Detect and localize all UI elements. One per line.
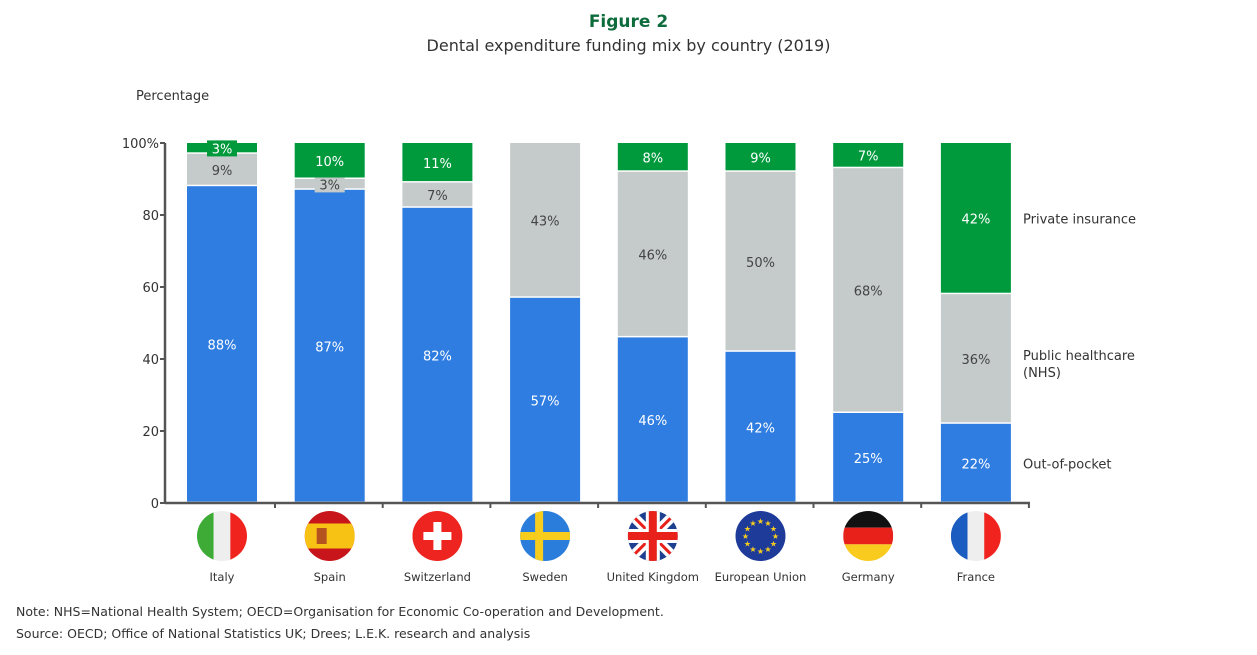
- data-label: 43%: [531, 214, 560, 229]
- bar-segment: [510, 297, 581, 502]
- svg-text:★: ★: [764, 519, 771, 528]
- svg-text:★: ★: [770, 540, 777, 549]
- y-tick-label: 20: [142, 425, 159, 440]
- bar-segment: [833, 143, 904, 167]
- chart-subtitle: Dental expenditure funding mix by countr…: [426, 36, 831, 55]
- data-label: 3%: [319, 178, 340, 193]
- svg-text:★: ★: [749, 519, 756, 528]
- bar-segment: [402, 143, 473, 182]
- bar-segment: [187, 153, 257, 185]
- data-label: 87%: [315, 340, 344, 355]
- data-label: 36%: [961, 353, 990, 368]
- bar-segment: [294, 189, 365, 502]
- data-label: 25%: [854, 452, 883, 467]
- svg-text:★: ★: [770, 525, 777, 534]
- data-label: 8%: [642, 151, 663, 166]
- data-label: 50%: [746, 256, 775, 271]
- data-label: 22%: [961, 457, 990, 472]
- spain-flag-icon: [304, 511, 355, 561]
- bar-segment: [402, 207, 473, 502]
- bar-segment: [725, 171, 796, 351]
- data-label: 57%: [531, 394, 560, 409]
- legend-label: (NHS): [1023, 366, 1061, 381]
- category-label: Switzerland: [404, 570, 471, 584]
- data-label: 7%: [427, 189, 448, 204]
- european-union-flag-icon: ★★★★★★★★★ ★ ★★: [735, 511, 786, 561]
- italy-flag-icon: [197, 511, 247, 561]
- united-kingdom-flag-icon: [627, 511, 678, 561]
- chart-source: Source: OECD; Office of National Statist…: [16, 626, 531, 641]
- data-label: 68%: [854, 285, 883, 300]
- data-label: 7%: [858, 150, 879, 165]
- bar-segment: [940, 294, 1011, 423]
- data-label: 3%: [212, 142, 233, 157]
- chart-title: Figure 2: [588, 12, 669, 32]
- y-tick-label: 40: [142, 353, 159, 368]
- svg-text:★: ★: [764, 545, 771, 554]
- bar-segment: [402, 182, 473, 207]
- category-label: Germany: [842, 570, 895, 584]
- y-axis-label: Percentage: [136, 89, 210, 104]
- y-tick-label: 60: [142, 281, 159, 296]
- svg-text:★: ★: [742, 532, 749, 541]
- y-tick-label: 80: [142, 209, 159, 224]
- data-label: 42%: [746, 421, 775, 436]
- bar-segment: [940, 423, 1011, 502]
- svg-text:★: ★: [749, 545, 756, 554]
- data-label: 46%: [638, 414, 667, 429]
- y-tick-label: 100%: [122, 137, 159, 152]
- data-label: 88%: [208, 339, 237, 354]
- bar-segment: [510, 143, 581, 297]
- data-label: 11%: [423, 157, 452, 172]
- data-label: 46%: [638, 249, 667, 264]
- germany-flag-icon: [843, 511, 894, 561]
- bar-segment: [617, 337, 688, 502]
- france-flag-icon: [950, 511, 1001, 561]
- data-label-bg: [314, 176, 345, 193]
- chart-note: Note: NHS=National Health System; OECD=O…: [16, 604, 664, 619]
- legend-label: Out-of-pocket: [1023, 457, 1112, 472]
- data-label: 9%: [750, 151, 771, 166]
- data-label-bg: [207, 140, 237, 157]
- bar-segment: [940, 143, 1011, 293]
- category-label: France: [957, 570, 995, 584]
- legend-label: Private insurance: [1023, 213, 1136, 228]
- svg-text:★: ★: [757, 517, 764, 526]
- svg-text:★: ★: [772, 532, 779, 541]
- switzerland-flag-icon: [412, 511, 463, 561]
- bar-segment: [617, 171, 688, 336]
- data-label: 82%: [423, 349, 452, 364]
- category-label: Spain: [314, 570, 346, 584]
- bar-segment: [725, 351, 796, 502]
- category-label: United Kingdom: [607, 570, 699, 584]
- svg-text:★: ★: [744, 540, 751, 549]
- bar-segment: [294, 143, 365, 178]
- sweden-flag-icon: [520, 511, 571, 561]
- data-label: 10%: [315, 155, 344, 170]
- bar-segment: [833, 413, 904, 502]
- category-label: European Union: [715, 570, 807, 584]
- category-label: Italy: [210, 570, 235, 584]
- bar-segment: [187, 186, 257, 502]
- bar-segment: [725, 143, 796, 171]
- svg-text:★: ★: [757, 547, 764, 556]
- y-tick-label: 0: [151, 497, 159, 512]
- data-label: 42%: [961, 213, 990, 228]
- legend-label: Public healthcare: [1023, 349, 1135, 364]
- bar-segment: [833, 168, 904, 412]
- bar-segment: [617, 143, 688, 171]
- data-label: 9%: [212, 164, 233, 179]
- svg-text:★: ★: [744, 525, 751, 534]
- category-label: Sweden: [522, 570, 567, 584]
